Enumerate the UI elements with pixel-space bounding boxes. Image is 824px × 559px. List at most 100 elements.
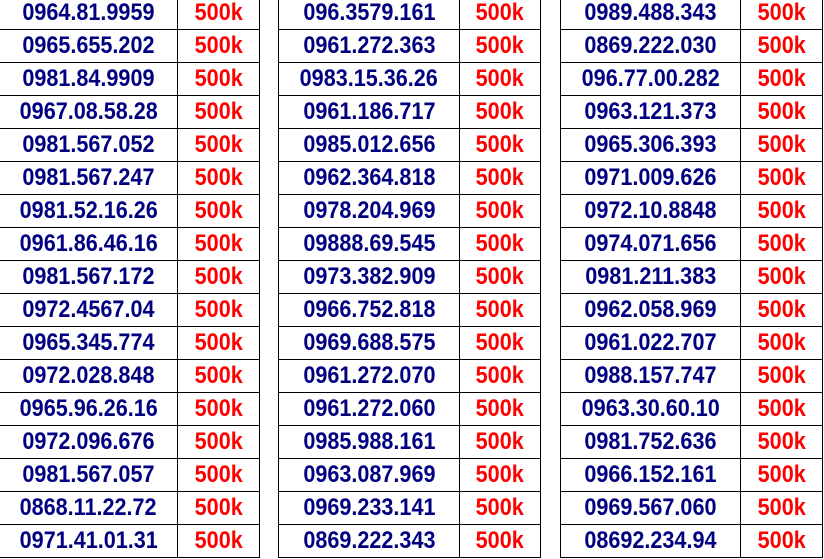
number-cell: 0981.567.057 bbox=[0, 459, 178, 492]
phone-number: 0963.121.373 bbox=[584, 98, 717, 125]
column-spacer bbox=[541, 426, 561, 459]
phone-number: 0981.52.16.26 bbox=[19, 197, 158, 224]
phone-number: 0971.41.01.31 bbox=[19, 527, 158, 554]
number-cell: 0963.30.60.10 bbox=[561, 393, 741, 426]
column-spacer bbox=[260, 393, 279, 426]
phone-number: 0963.087.969 bbox=[302, 461, 436, 488]
price: 500k bbox=[194, 164, 243, 191]
phone-number: 0961.272.363 bbox=[302, 32, 436, 59]
price-cell: 500k bbox=[741, 228, 823, 261]
phone-number: 0961.272.060 bbox=[302, 395, 436, 422]
price: 500k bbox=[194, 494, 243, 521]
price: 500k bbox=[757, 263, 806, 290]
price-cell: 500k bbox=[460, 459, 541, 492]
price: 500k bbox=[475, 0, 525, 26]
phone-number: 0963.30.60.10 bbox=[581, 395, 720, 422]
price: 500k bbox=[475, 494, 525, 521]
price: 500k bbox=[194, 98, 243, 125]
number-cell: 0981.84.9909 bbox=[0, 63, 178, 96]
price: 500k bbox=[475, 131, 525, 158]
price-cell: 500k bbox=[460, 228, 541, 261]
number-cell: 0965.345.774 bbox=[0, 327, 178, 360]
price: 500k bbox=[475, 65, 525, 92]
column-spacer bbox=[541, 30, 561, 63]
price-cell: 500k bbox=[178, 96, 260, 129]
price: 500k bbox=[475, 428, 525, 455]
number-cell: 0868.11.22.72 bbox=[0, 492, 178, 525]
phone-number: 0965.306.393 bbox=[584, 131, 717, 158]
phone-number: 0983.15.36.26 bbox=[299, 65, 439, 92]
price: 500k bbox=[475, 32, 525, 59]
phone-number: 0965.345.774 bbox=[22, 329, 155, 356]
price: 500k bbox=[194, 527, 243, 554]
number-cell: 0964.81.9959 bbox=[0, 0, 178, 30]
column-spacer bbox=[541, 195, 561, 228]
column-spacer bbox=[260, 492, 279, 525]
number-cell: 0962.364.818 bbox=[279, 162, 460, 195]
price-cell: 500k bbox=[460, 294, 541, 327]
price-cell: 500k bbox=[460, 525, 541, 558]
number-cell: 0989.488.343 bbox=[561, 0, 741, 30]
price-cell: 500k bbox=[460, 129, 541, 162]
price-cell: 500k bbox=[178, 492, 260, 525]
phone-number: 0969.688.575 bbox=[302, 329, 436, 356]
number-cell: 0972.028.848 bbox=[0, 360, 178, 393]
column-spacer bbox=[541, 162, 561, 195]
phone-number: 0972.096.676 bbox=[22, 428, 155, 455]
number-cell: 0978.204.969 bbox=[279, 195, 460, 228]
number-cell: 09888.69.545 bbox=[279, 228, 460, 261]
price: 500k bbox=[475, 197, 525, 224]
number-cell: 0966.152.161 bbox=[561, 459, 741, 492]
number-cell: 0985.012.656 bbox=[279, 129, 460, 162]
price-cell: 500k bbox=[741, 30, 823, 63]
phone-number: 0988.157.747 bbox=[584, 362, 717, 389]
price-cell: 500k bbox=[178, 195, 260, 228]
price: 500k bbox=[757, 230, 806, 257]
phone-number: 0966.152.161 bbox=[584, 461, 717, 488]
phone-number: 0868.11.22.72 bbox=[20, 494, 157, 521]
price: 500k bbox=[475, 362, 525, 389]
column-spacer bbox=[541, 360, 561, 393]
price-cell: 500k bbox=[741, 261, 823, 294]
column-spacer bbox=[260, 96, 279, 129]
price-cell: 500k bbox=[741, 129, 823, 162]
price: 500k bbox=[757, 428, 806, 455]
number-cell: 0965.655.202 bbox=[0, 30, 178, 63]
phone-number: 0961.86.46.16 bbox=[19, 230, 158, 257]
column-spacer bbox=[541, 492, 561, 525]
number-cell: 0963.121.373 bbox=[561, 96, 741, 129]
column-spacer bbox=[541, 294, 561, 327]
price: 500k bbox=[475, 230, 525, 257]
phone-number: 0962.058.969 bbox=[584, 296, 717, 323]
price-cell: 500k bbox=[460, 327, 541, 360]
column-spacer bbox=[260, 30, 279, 63]
column-spacer bbox=[541, 525, 561, 558]
price-cell: 500k bbox=[741, 459, 823, 492]
number-cell: 0869.222.030 bbox=[561, 30, 741, 63]
price: 500k bbox=[475, 164, 525, 191]
number-cell: 0869.222.343 bbox=[279, 525, 460, 558]
phone-number: 0965.655.202 bbox=[22, 32, 155, 59]
price: 500k bbox=[475, 98, 525, 125]
price-cell: 500k bbox=[460, 393, 541, 426]
phone-number: 0981.567.057 bbox=[22, 461, 155, 488]
column-spacer bbox=[541, 261, 561, 294]
price-cell: 500k bbox=[741, 492, 823, 525]
price: 500k bbox=[475, 395, 525, 422]
number-cell: 0972.096.676 bbox=[0, 426, 178, 459]
price: 500k bbox=[475, 461, 525, 488]
price: 500k bbox=[757, 131, 806, 158]
number-cell: 0961.272.363 bbox=[279, 30, 460, 63]
phone-number: 0981.211.383 bbox=[585, 263, 716, 290]
number-cell: 0981.211.383 bbox=[561, 261, 741, 294]
price: 500k bbox=[757, 164, 806, 191]
column-spacer bbox=[260, 426, 279, 459]
price: 500k bbox=[194, 362, 243, 389]
column-spacer bbox=[260, 129, 279, 162]
phone-number: 0966.752.818 bbox=[302, 296, 436, 323]
column-spacer bbox=[260, 360, 279, 393]
number-cell: 096.77.00.282 bbox=[561, 63, 741, 96]
price: 500k bbox=[194, 461, 243, 488]
column-spacer bbox=[260, 63, 279, 96]
